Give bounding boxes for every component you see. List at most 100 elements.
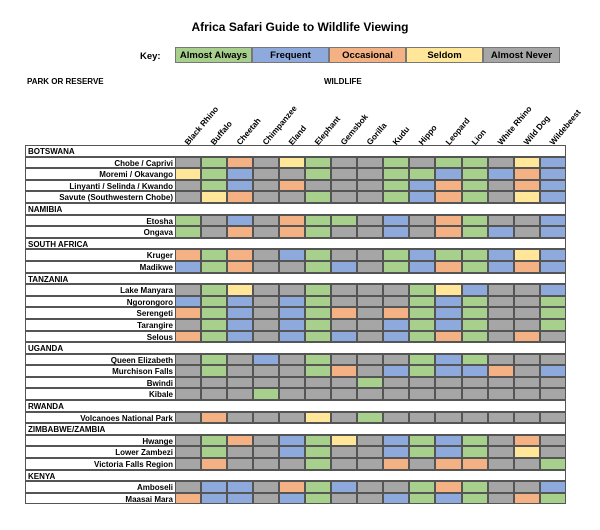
rating-cell <box>435 295 462 308</box>
park-name: Linyanti / Selinda / Kwando <box>25 179 175 192</box>
rating-cell <box>305 284 332 296</box>
rating-cell <box>357 179 384 192</box>
rating-cell <box>279 249 306 261</box>
rating-cell <box>461 458 488 470</box>
rating-cell <box>409 458 436 470</box>
rating-cell <box>487 168 514 180</box>
rating-cell <box>279 307 306 319</box>
rating-cell <box>279 179 306 192</box>
rating-cell <box>357 318 384 331</box>
rating-cell <box>461 411 488 424</box>
rating-cell <box>175 249 202 261</box>
rating-cell <box>201 411 228 424</box>
park-name: Maasai Mara <box>25 492 175 505</box>
rating-cell <box>539 434 566 447</box>
rating-cell <box>175 434 202 447</box>
rating-cell <box>383 191 410 203</box>
rating-cell <box>331 481 358 493</box>
rating-cell <box>175 388 202 401</box>
rating-cell <box>279 492 306 505</box>
rating-cell <box>539 481 566 493</box>
rating-cell <box>539 260 566 273</box>
rating-cell <box>487 434 514 447</box>
region-label: UGANDA <box>25 342 566 354</box>
rating-cell <box>409 353 436 366</box>
rating-cell <box>461 434 488 447</box>
rating-cell <box>175 376 202 389</box>
rating-cell <box>201 168 228 180</box>
rating-cell <box>513 411 540 424</box>
rating-cell <box>357 284 384 296</box>
rating-cell <box>539 318 566 331</box>
animal-header: Gorilla <box>365 121 389 147</box>
rating-cell <box>279 458 306 470</box>
rating-cell <box>331 214 358 227</box>
rating-cell <box>279 376 306 389</box>
rating-cell <box>279 156 306 169</box>
rating-cell <box>331 249 358 261</box>
rating-cell <box>305 214 332 227</box>
rating-cell <box>539 353 566 366</box>
rating-cell <box>357 156 384 169</box>
park-name: Selous <box>25 330 175 343</box>
rating-cell <box>539 284 566 296</box>
key-item: Occasional <box>329 47 406 63</box>
region-label: ZIMBABWE/ZAMBIA <box>25 423 566 435</box>
animal-header: Elephant <box>313 114 343 147</box>
rating-cell <box>435 481 462 493</box>
rating-cell <box>461 492 488 505</box>
rating-cell <box>331 365 358 377</box>
rating-cell <box>175 214 202 227</box>
rating-cell <box>279 318 306 331</box>
rating-cell <box>461 214 488 227</box>
rating-cell <box>461 191 488 203</box>
rating-cell <box>513 388 540 401</box>
rating-cell <box>175 307 202 319</box>
rating-cell <box>227 353 254 366</box>
rating-cell <box>331 295 358 308</box>
rating-cell <box>513 295 540 308</box>
rating-cell <box>279 365 306 377</box>
rating-cell <box>383 284 410 296</box>
rating-cell <box>279 411 306 424</box>
rating-cell <box>513 168 540 180</box>
rating-cell <box>487 260 514 273</box>
rating-cell <box>253 168 280 180</box>
rating-cell <box>409 481 436 493</box>
rating-cell <box>357 307 384 319</box>
rating-cell <box>227 191 254 203</box>
rating-cell <box>409 284 436 296</box>
rating-cell <box>305 330 332 343</box>
rating-cell <box>435 458 462 470</box>
rating-cell <box>409 376 436 389</box>
rating-cell <box>539 226 566 238</box>
rating-cell <box>513 191 540 203</box>
rating-cell <box>461 260 488 273</box>
rating-cell <box>175 353 202 366</box>
rating-cell <box>513 365 540 377</box>
rating-cell <box>279 214 306 227</box>
rating-cell <box>461 295 488 308</box>
rating-cell <box>253 458 280 470</box>
rating-cell <box>279 481 306 493</box>
rating-cell <box>201 307 228 319</box>
rating-cell <box>175 168 202 180</box>
rating-cell <box>227 295 254 308</box>
rating-cell <box>487 411 514 424</box>
rating-cell <box>331 446 358 459</box>
rating-cell <box>409 179 436 192</box>
rating-cell <box>383 260 410 273</box>
rating-cell <box>227 284 254 296</box>
rating-cell <box>513 434 540 447</box>
rating-cell <box>253 353 280 366</box>
rating-cell <box>409 156 436 169</box>
rating-cell <box>487 446 514 459</box>
rating-cell <box>331 376 358 389</box>
rating-cell <box>227 481 254 493</box>
rating-cell <box>383 226 410 238</box>
park-column-header: PARK OR RESERVE <box>27 77 104 86</box>
rating-cell <box>331 492 358 505</box>
rating-cell <box>305 481 332 493</box>
rating-cell <box>513 260 540 273</box>
rating-cell <box>435 284 462 296</box>
